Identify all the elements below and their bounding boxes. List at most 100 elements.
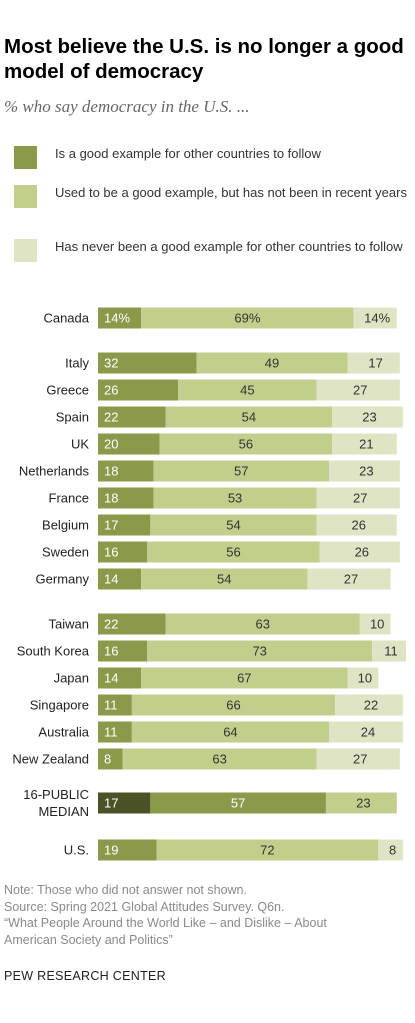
value-label-singapore-never: 22	[364, 698, 378, 713]
value-label-u-s-good: 19	[104, 843, 118, 858]
category-label-greece: Greece	[46, 383, 89, 398]
category-label-belgium: Belgium	[42, 518, 89, 533]
value-label-taiwan-good: 22	[104, 617, 118, 632]
bar-belgium-good	[98, 514, 151, 536]
value-label-taiwan-used: 63	[256, 617, 270, 632]
category-label-line: 16-PUBLIC	[23, 787, 89, 802]
bar-u-s-good	[98, 839, 157, 861]
bar-u-s-used	[156, 839, 379, 861]
bar-south-korea-used	[147, 640, 373, 662]
report-title-line-1: “What People Around the World Like – and…	[4, 916, 327, 930]
value-label-16-public-median-good: 17	[104, 796, 118, 811]
value-label-germany-never: 27	[344, 572, 358, 587]
bar-u-s-never	[378, 839, 403, 861]
bar-canada-good	[98, 307, 142, 329]
bar-japan-good	[98, 667, 142, 689]
chart-notes: Note: Those who did not answer not shown…	[4, 882, 409, 948]
category-label-south-korea: South Korea	[17, 644, 90, 659]
legend-swatch-never-good	[14, 239, 37, 262]
value-label-germany-good: 14	[104, 572, 118, 587]
chart-title: Most believe the U.S. is no longer a goo…	[4, 35, 404, 83]
value-label-australia-used: 64	[223, 725, 237, 740]
value-label-new-zealand-used: 63	[212, 752, 226, 767]
value-label-netherlands-good: 18	[104, 464, 118, 479]
value-label-japan-used: 67	[237, 671, 251, 686]
bar-belgium-used	[150, 514, 317, 536]
bar-italy-never	[347, 352, 400, 374]
value-label-south-korea-never: 11	[384, 644, 398, 659]
value-label-canada-never: 14%	[364, 311, 390, 326]
category-label-australia: Australia	[38, 725, 89, 740]
value-label-australia-good: 11	[104, 725, 118, 740]
bar-16-public-median-good	[98, 792, 151, 814]
bar-new-zealand-good	[98, 748, 123, 770]
value-label-belgium-good: 17	[104, 518, 118, 533]
category-label-canada: Canada	[43, 311, 89, 326]
value-label-taiwan-never: 10	[370, 617, 384, 632]
value-label-uk-never: 21	[359, 437, 373, 452]
category-label-italy: Italy	[65, 356, 89, 371]
value-label-sweden-good: 16	[104, 545, 118, 560]
bar-spain-good	[98, 406, 166, 428]
legend-swatch-good-example	[14, 146, 37, 169]
value-label-singapore-used: 66	[226, 698, 240, 713]
category-label-netherlands: Netherlands	[19, 464, 90, 479]
value-label-u-s-used: 72	[260, 843, 274, 858]
bar-canada-used	[141, 307, 354, 329]
bar-germany-good	[98, 568, 142, 590]
value-label-japan-never: 10	[358, 671, 372, 686]
bar-uk-never	[332, 433, 397, 455]
category-label-sweden: Sweden	[42, 545, 89, 560]
bar-south-korea-good	[98, 640, 148, 662]
value-label-netherlands-used: 57	[234, 464, 248, 479]
value-label-uk-good: 20	[104, 437, 118, 452]
bar-spain-used	[165, 406, 333, 428]
bar-netherlands-good	[98, 460, 154, 482]
legend-label-used-to-be: Used to be a good example, but has not b…	[55, 185, 407, 200]
category-label-spain: Spain	[56, 410, 89, 425]
bar-netherlands-never	[329, 460, 400, 482]
value-label-japan-good: 14	[104, 671, 118, 686]
category-label-germany: Germany	[36, 572, 90, 587]
value-label-france-used: 53	[228, 491, 242, 506]
value-label-spain-never: 23	[362, 410, 376, 425]
value-label-sweden-never: 26	[355, 545, 369, 560]
note-text: Note: Those who did not answer not shown…	[4, 883, 247, 897]
bar-belgium-never	[316, 514, 397, 536]
bar-uk-used	[159, 433, 333, 455]
value-label-singapore-good: 11	[104, 698, 118, 713]
stacked-bar-chart: Canada 14% 69% 14% Italy 32 49 17 Greece 26 45 27 Sp…	[12, 307, 406, 861]
value-label-canada-used: 69%	[234, 311, 260, 326]
bar-greece-used	[178, 379, 317, 401]
value-label-belgium-never: 26	[351, 518, 365, 533]
category-label-new-zealand: New Zealand	[12, 752, 89, 767]
value-label-greece-never: 27	[353, 383, 367, 398]
bar-taiwan-never	[359, 613, 391, 635]
bar-singapore-good	[98, 694, 132, 716]
value-label-netherlands-never: 23	[359, 464, 373, 479]
category-label-singapore: Singapore	[30, 698, 89, 713]
value-label-italy-used: 49	[265, 356, 279, 371]
value-label-france-good: 18	[104, 491, 118, 506]
bar-sweden-never	[319, 541, 400, 563]
value-label-spain-good: 22	[104, 410, 118, 425]
bar-france-good	[98, 487, 154, 509]
bar-australia-used	[131, 721, 329, 743]
bar-uk-good	[98, 433, 160, 455]
legend-label-good-example: Is a good example for other countries to…	[55, 146, 321, 161]
category-label-uk: UK	[71, 437, 89, 452]
bar-south-korea-never	[372, 640, 406, 662]
value-label-greece-used: 45	[240, 383, 254, 398]
bar-taiwan-good	[98, 613, 166, 635]
value-label-germany-used: 54	[217, 572, 231, 587]
value-label-16-public-median-never: 23	[356, 796, 370, 811]
value-label-u-s-never: 8	[389, 843, 396, 858]
source-text: Source: Spring 2021 Global Attitudes Sur…	[4, 899, 285, 914]
category-label-taiwan: Taiwan	[49, 617, 89, 632]
bar-australia-good	[98, 721, 132, 743]
bar-italy-used	[196, 352, 348, 374]
value-label-sweden-used: 56	[226, 545, 240, 560]
bar-netherlands-used	[153, 460, 329, 482]
bar-japan-used	[141, 667, 348, 689]
value-label-italy-good: 32	[104, 356, 118, 371]
